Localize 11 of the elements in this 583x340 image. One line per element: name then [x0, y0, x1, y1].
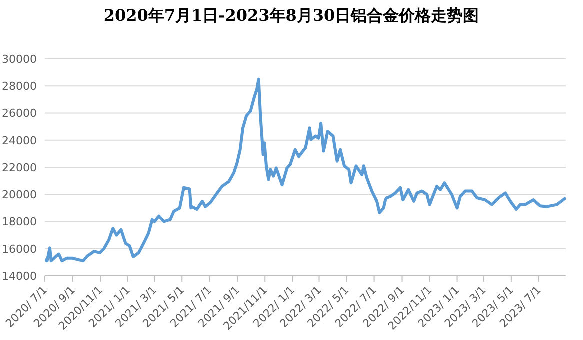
y-tick-label: 20000	[2, 188, 37, 202]
y-tick-label: 26000	[2, 107, 37, 120]
y-tick-label: 14000	[2, 270, 37, 283]
chart-title: 2020年7月1日-2023年8月30日铝合金价格走势图	[102, 6, 480, 27]
y-tick-label: 18000	[2, 216, 37, 229]
y-tick-label: 16000	[2, 242, 37, 256]
y-tick-label: 22000	[2, 161, 37, 174]
y-tick-label: 30000	[2, 52, 37, 66]
line-series	[45, 78, 566, 263]
y-tick-label: 24000	[2, 134, 37, 148]
y-tick-label: 28000	[2, 80, 37, 94]
